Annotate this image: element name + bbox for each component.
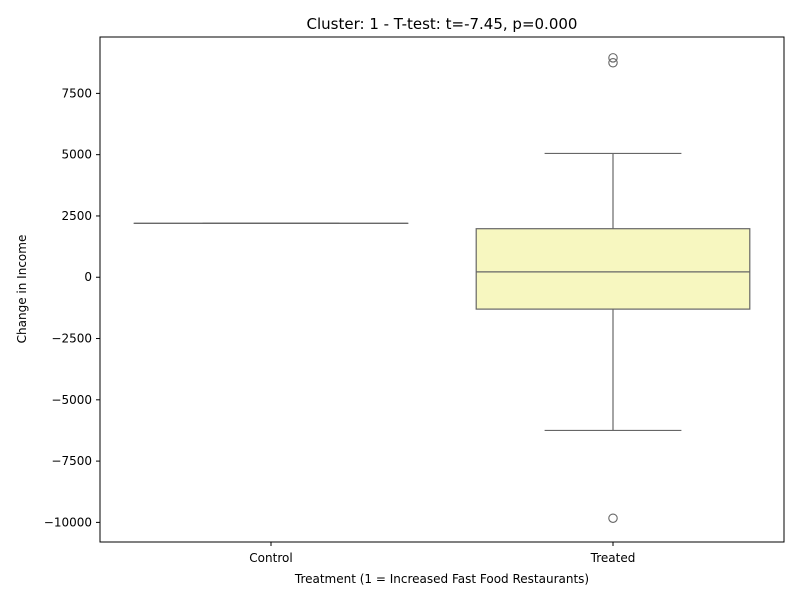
y-tick-label: −2500 (51, 332, 92, 346)
y-axis-label: Change in Income (15, 235, 29, 344)
y-tick-label: 5000 (61, 148, 92, 162)
y-tick-label: 0 (84, 270, 92, 284)
y-tick-label: −7500 (51, 454, 92, 468)
y-tick-label: 2500 (61, 209, 92, 223)
x-tick-label: Control (249, 551, 292, 565)
x-axis-label: Treatment (1 = Increased Fast Food Resta… (294, 572, 589, 586)
outlier-point (608, 513, 618, 523)
plot-area (99, 36, 785, 543)
outlier-point (608, 53, 618, 63)
iqr-box (475, 228, 751, 310)
boxes-group (133, 53, 751, 523)
outlier-point (608, 57, 618, 68)
x-tick-label: Treated (590, 551, 636, 565)
y-tick-label: −5000 (51, 393, 92, 407)
y-axis: −10000 −7500 −5000 −2500 0 2500 5000 7500 (44, 86, 100, 529)
box-treated (475, 53, 751, 523)
chart-title: Cluster: 1 - T-test: t=-7.45, p=0.000 (307, 15, 578, 33)
x-axis: Control Treated (249, 542, 635, 565)
y-tick-label: 7500 (61, 86, 92, 100)
y-tick-label: −10000 (44, 515, 92, 529)
